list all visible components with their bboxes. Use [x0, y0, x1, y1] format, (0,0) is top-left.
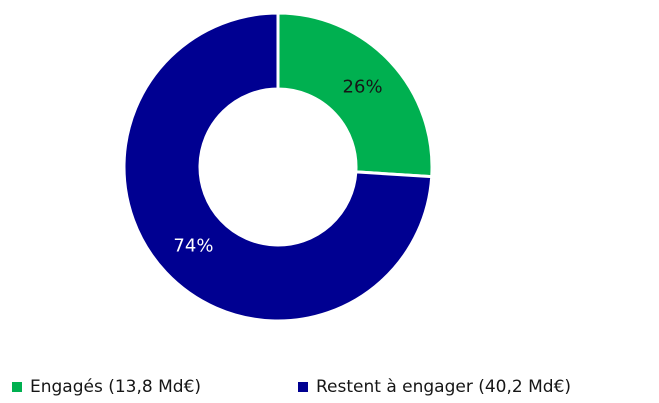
value-label: 26%: [343, 77, 383, 98]
donut-slice: [276, 11, 434, 179]
legend-marker: [298, 382, 308, 392]
legend-label: Restent à engager (40,2 Md€): [316, 377, 571, 397]
donut-slice: [122, 11, 434, 323]
legend-label: Engagés (13,8 Md€): [30, 377, 201, 397]
value-label: 74%: [173, 235, 213, 256]
legend-marker: [12, 382, 22, 392]
